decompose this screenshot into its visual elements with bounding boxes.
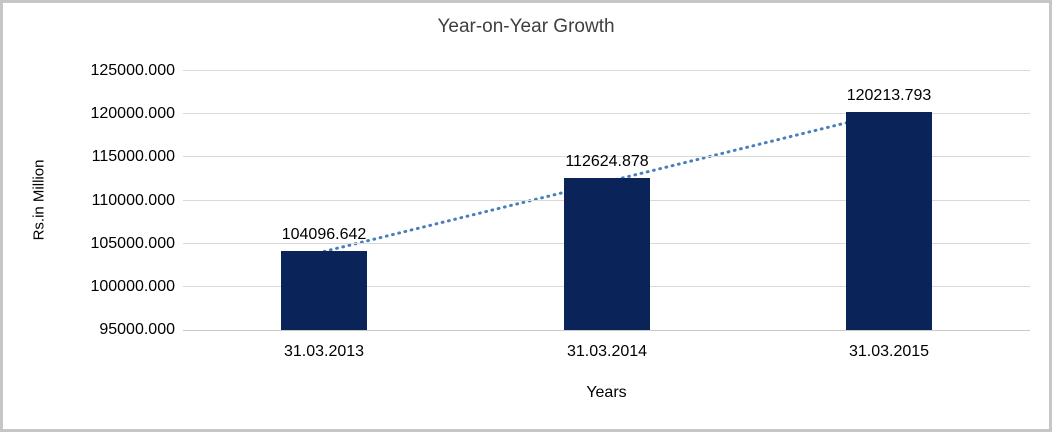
y-tick-label: 115000.000 <box>91 148 175 166</box>
bar-data-label: 112624.878 <box>565 153 649 170</box>
y-tick-label: 125000.000 <box>90 62 175 79</box>
plot-area: 104096.642 112624.878 120213.793 <box>183 70 1030 331</box>
bar-31.03.2013 <box>281 251 367 330</box>
y-tick-label: 110000.000 <box>91 191 175 209</box>
gridline <box>183 70 1030 71</box>
x-tick-label: 31.03.2013 <box>283 343 365 360</box>
chart-title: Year-on-Year Growth <box>437 16 615 37</box>
x-axis-title: Years <box>586 384 627 401</box>
bar-31.03.2014 <box>564 178 650 330</box>
y-tick-label: 95000.000 <box>99 321 175 338</box>
gridline <box>183 156 1030 157</box>
x-tick-label: 31.03.2014 <box>566 343 648 360</box>
x-axis-line <box>183 330 1030 331</box>
bar-data-label: 104096.642 <box>281 226 367 243</box>
y-tick-label: 120000.000 <box>90 105 175 123</box>
y-tick-label: 100000.000 <box>90 277 175 295</box>
y-tick-label: 105000.000 <box>90 234 175 252</box>
x-tick-label: 31.03.2015 <box>848 343 930 360</box>
y-axis-title: Rs.in Million <box>30 159 48 241</box>
bar-31.03.2015 <box>846 112 932 330</box>
gridline <box>183 113 1030 114</box>
bar-data-label: 120213.793 <box>846 87 932 104</box>
